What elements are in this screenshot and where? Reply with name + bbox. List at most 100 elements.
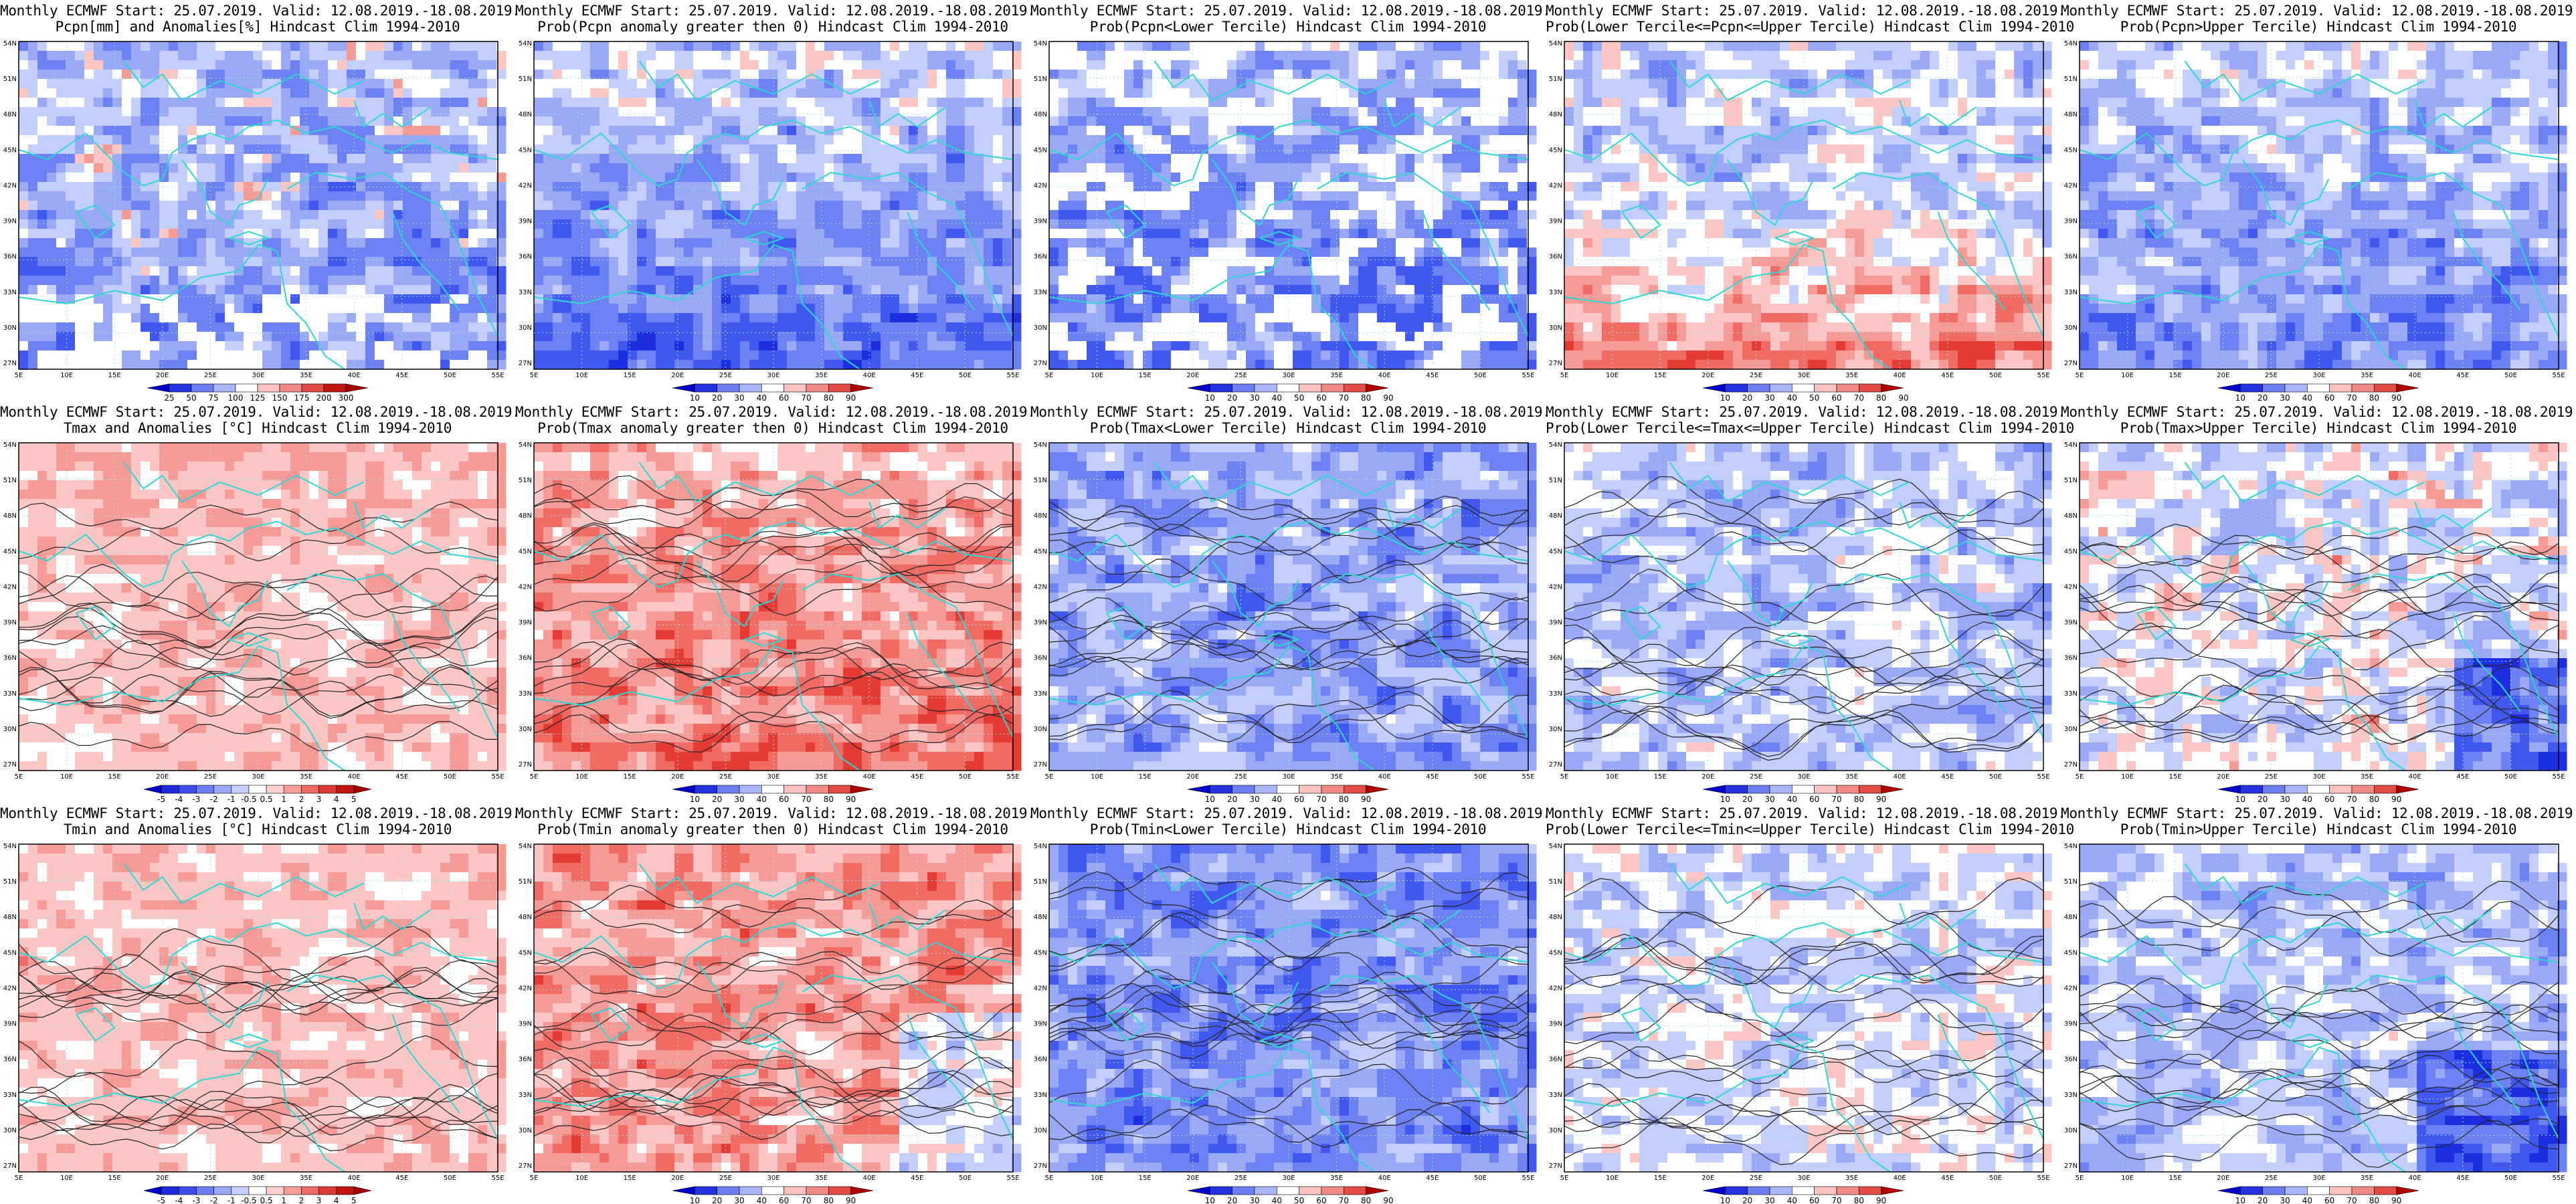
- field-cell: [1368, 238, 1378, 248]
- field-cell: [75, 247, 85, 258]
- field-cell: [37, 360, 48, 370]
- field-cell: [1218, 144, 1228, 155]
- field-cell: [684, 135, 694, 145]
- field-cell: [19, 154, 29, 164]
- field-cell: [909, 201, 919, 211]
- field-cell: [1246, 144, 1256, 155]
- field-cell: [112, 191, 122, 201]
- field-cell: [1105, 79, 1115, 89]
- field-cell: [674, 332, 684, 342]
- field-cell: [1115, 41, 1125, 52]
- field-cell: [375, 313, 385, 323]
- field-cell: [412, 229, 422, 239]
- field-cell: [356, 219, 366, 229]
- field-cell: [1517, 116, 1528, 126]
- field-cell: [1517, 70, 1528, 80]
- field-cell: [112, 144, 122, 155]
- field-cell: [197, 144, 207, 155]
- field-cell: [1246, 98, 1256, 108]
- field-cell: [665, 201, 675, 211]
- field-cell: [450, 266, 460, 276]
- field-cell: [84, 98, 94, 108]
- field-cell: [19, 229, 29, 239]
- field-cell: [1002, 79, 1012, 89]
- field-cell: [871, 238, 881, 248]
- field-cell: [290, 276, 300, 286]
- field-cell: [600, 88, 610, 98]
- field-cell: [1293, 191, 1303, 201]
- field-cell: [1283, 182, 1293, 192]
- field-cell: [534, 266, 544, 276]
- field-cell: [703, 116, 713, 126]
- field-cell: [571, 60, 581, 70]
- field-cell: [1012, 163, 1022, 173]
- field-cell: [871, 341, 881, 351]
- field-cell: [47, 107, 57, 117]
- field-cell: [365, 276, 375, 286]
- field-cell: [300, 266, 310, 276]
- field-cell: [1499, 238, 1509, 248]
- field-cell: [1218, 173, 1228, 183]
- field-cell: [740, 210, 750, 220]
- field-cell: [412, 219, 422, 229]
- field-cell: [1068, 173, 1078, 183]
- field-cell: [590, 88, 600, 98]
- field-cell: [1087, 229, 1097, 239]
- field-cell: [871, 201, 881, 211]
- field-cell: [581, 163, 591, 173]
- colorbar-swatch: [761, 383, 784, 393]
- field-cell: [562, 229, 572, 239]
- field-cell: [384, 51, 394, 61]
- field-cell: [946, 322, 956, 332]
- field-cell: [1246, 201, 1256, 211]
- field-cell: [749, 294, 759, 304]
- field-cell: [1152, 229, 1162, 239]
- field-cell: [1480, 41, 1490, 52]
- field-cell: [393, 191, 403, 201]
- field-cell: [628, 350, 638, 361]
- field-cell: [122, 107, 132, 117]
- field-cell: [300, 98, 310, 108]
- field-cell: [262, 238, 272, 248]
- field-cell: [946, 182, 956, 192]
- field-cell: [1293, 98, 1303, 108]
- colorbar-label: 30: [734, 393, 744, 403]
- field-cell: [562, 219, 572, 229]
- field-cell: [206, 60, 216, 70]
- field-cell: [66, 229, 76, 239]
- field-cell: [281, 135, 291, 145]
- field-cell: [749, 126, 759, 136]
- field-cell: [815, 341, 825, 351]
- field-cell: [1489, 60, 1499, 70]
- field-cell: [824, 266, 834, 276]
- field-cell: [1133, 79, 1143, 89]
- field-cell: [955, 173, 965, 183]
- field-cell: [206, 173, 216, 183]
- field-cell: [721, 135, 731, 145]
- field-cell: [1255, 88, 1265, 98]
- field-cell: [234, 322, 244, 332]
- field-cell: [141, 88, 151, 98]
- field-cell: [852, 350, 862, 361]
- field-cell: [777, 70, 788, 80]
- field-cell: [974, 126, 984, 136]
- field-cell: [712, 350, 722, 361]
- field-cell: [253, 294, 263, 304]
- field-cell: [581, 41, 591, 52]
- field-cell: [215, 229, 225, 239]
- field-cell: [1499, 163, 1509, 173]
- field-cell: [206, 182, 216, 192]
- field-cell: [337, 322, 347, 332]
- field-cell: [543, 229, 553, 239]
- field-cell: [749, 341, 759, 351]
- field-cell: [150, 341, 160, 351]
- field-cell: [393, 313, 403, 323]
- field-cell: [122, 313, 132, 323]
- field-cell: [899, 88, 909, 98]
- field-cell: [890, 60, 900, 70]
- field-cell: [581, 116, 591, 126]
- field-cell: [1246, 238, 1256, 248]
- field-cell: [412, 51, 422, 61]
- field-cell: [290, 107, 300, 117]
- field-cell: [1002, 88, 1012, 98]
